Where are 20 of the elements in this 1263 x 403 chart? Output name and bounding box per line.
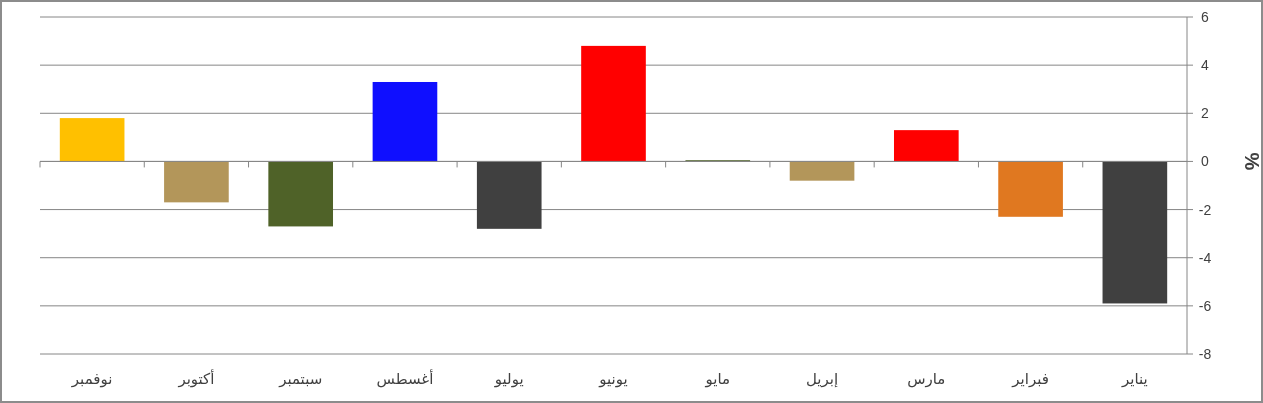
- x-tick-label: أكتوبر: [177, 369, 215, 388]
- y-tick-label: -2: [1198, 201, 1212, 218]
- x-tick-label: فبراير: [1011, 370, 1049, 388]
- y-tick-label: -6: [1198, 297, 1212, 314]
- y-tick-label: -8: [1198, 346, 1212, 362]
- y-tick-label: -4: [1198, 249, 1212, 266]
- y-tick-label: 4: [1201, 57, 1210, 74]
- y-axis-title: %: [1241, 152, 1263, 171]
- y-tick-label: 2: [1201, 105, 1210, 122]
- y-tick-label: 0: [1201, 153, 1210, 170]
- y-tick-label: 6: [1201, 9, 1210, 25]
- x-tick-label: إبريل: [805, 370, 839, 388]
- x-tick-label: مايو: [704, 370, 731, 388]
- x-tick-label: يناير: [1121, 370, 1148, 388]
- x-tick-label: نوفمبر: [70, 370, 113, 388]
- x-tick-label: يونيو: [598, 370, 628, 388]
- x-tick-label: يوليو: [493, 370, 524, 388]
- x-tick-label: أغسطس: [376, 369, 434, 388]
- x-tick-label: سبتمبر: [278, 370, 323, 388]
- x-tick-label: مارس: [907, 370, 946, 388]
